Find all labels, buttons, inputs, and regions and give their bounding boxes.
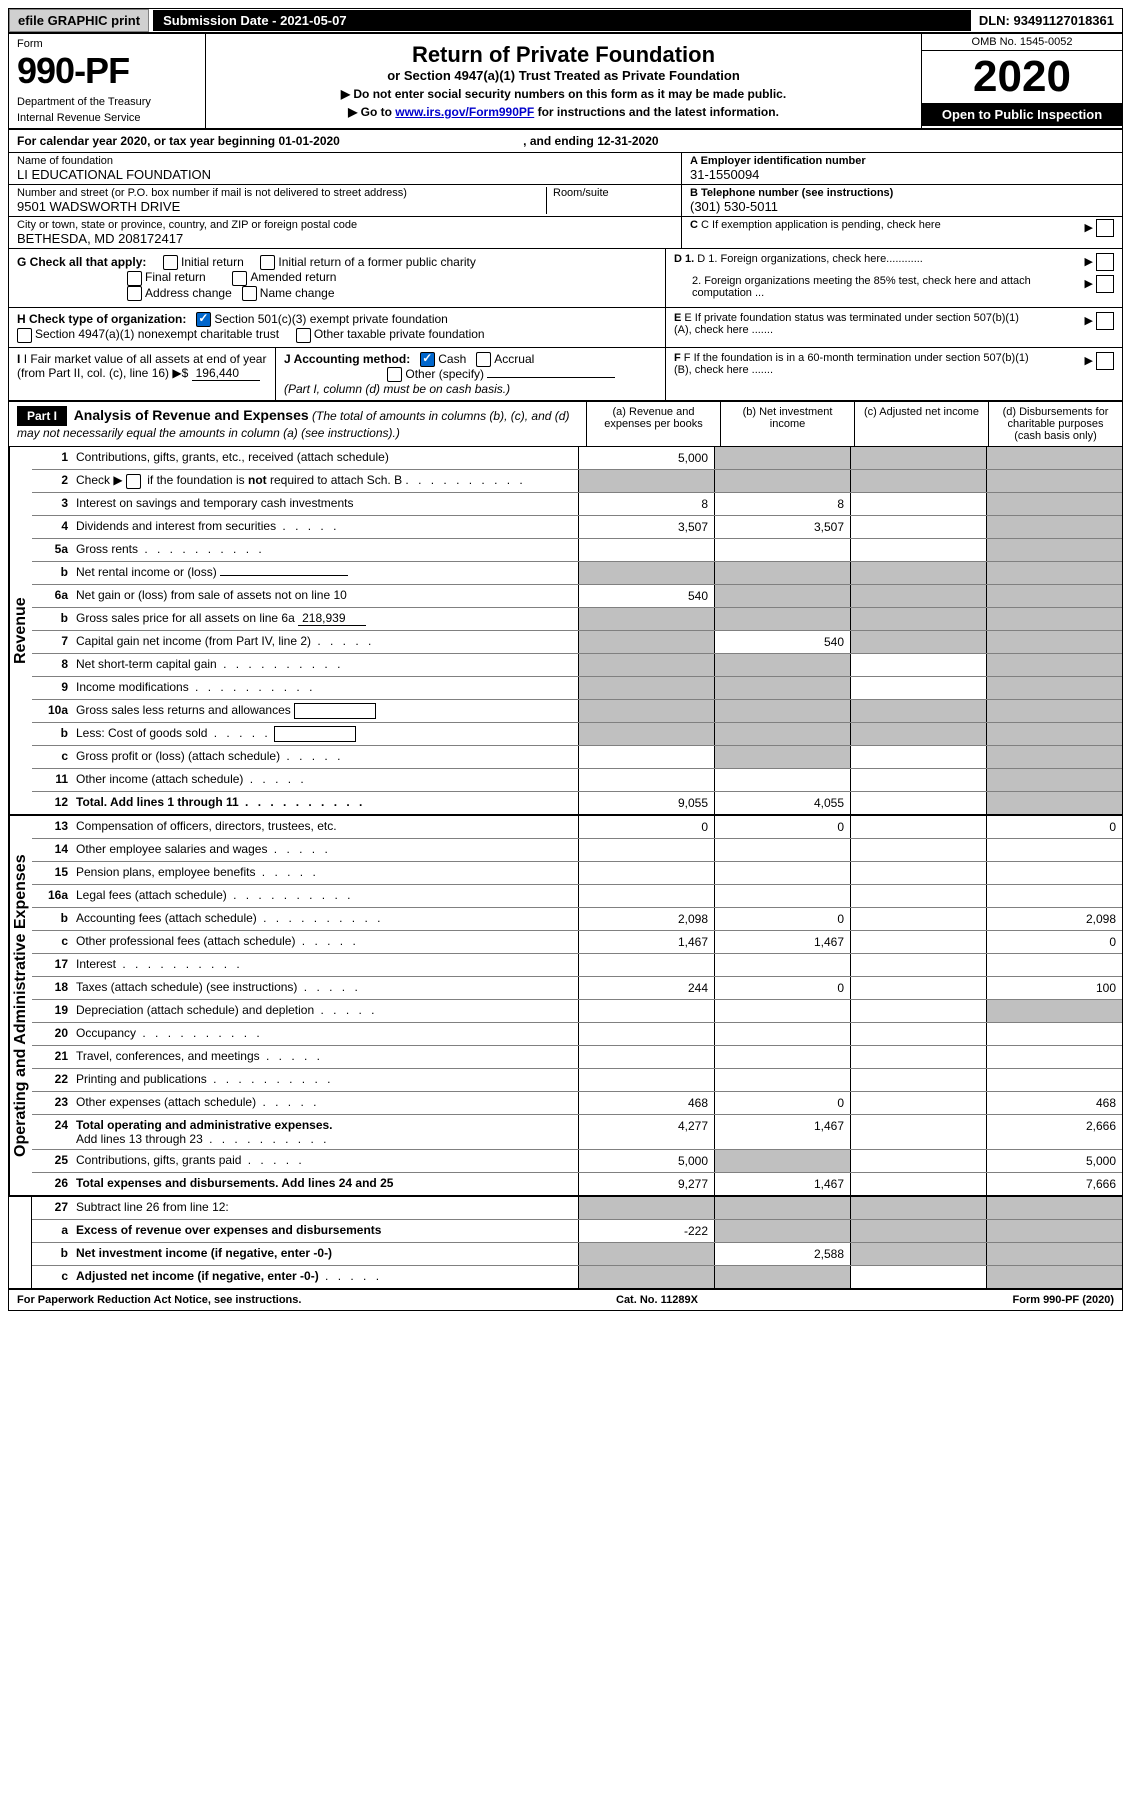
form-label: Form bbox=[17, 38, 197, 50]
j-other-cb[interactable] bbox=[387, 367, 402, 382]
form-990pf: efile GRAPHIC print Submission Date - 20… bbox=[8, 8, 1123, 1311]
h-4947-cb[interactable] bbox=[17, 328, 32, 343]
header-right: OMB No. 1545-0052 2020 Open to Public In… bbox=[921, 34, 1122, 128]
j-accrual-cb[interactable] bbox=[476, 352, 491, 367]
open-public-badge: Open to Public Inspection bbox=[922, 103, 1122, 126]
info-block: Name of foundation LI EDUCATIONAL FOUNDA… bbox=[9, 153, 1122, 249]
dept-treasury: Department of the Treasury bbox=[17, 96, 197, 108]
form-number: 990-PF bbox=[17, 50, 197, 92]
form-subtitle: or Section 4947(a)(1) Trust Treated as P… bbox=[214, 68, 913, 83]
col-d-header: (d) Disbursements for charitable purpose… bbox=[988, 402, 1122, 446]
header-center: Return of Private Foundation or Section … bbox=[206, 34, 921, 128]
d2-checkbox[interactable] bbox=[1096, 275, 1114, 293]
form-title: Return of Private Foundation bbox=[214, 42, 913, 68]
col-b-header: (b) Net investment income bbox=[720, 402, 854, 446]
calendar-year-row: For calendar year 2020, or tax year begi… bbox=[9, 130, 1122, 153]
h-other-cb[interactable] bbox=[296, 328, 311, 343]
room-suite: Room/suite bbox=[546, 187, 673, 214]
phone-cell: B Telephone number (see instructions) (3… bbox=[682, 185, 1122, 217]
address-cell: Number and street (or P.O. box number if… bbox=[9, 185, 681, 217]
e-checkbox[interactable] bbox=[1096, 312, 1114, 330]
ssn-note: ▶ Do not enter social security numbers o… bbox=[214, 87, 913, 101]
footer: For Paperwork Reduction Act Notice, see … bbox=[9, 1290, 1122, 1310]
c-checkbox[interactable] bbox=[1096, 219, 1114, 237]
form-header: Form 990-PF Department of the Treasury I… bbox=[9, 34, 1122, 130]
col-c-header: (c) Adjusted net income bbox=[854, 402, 988, 446]
street-address: 9501 WADSWORTH DRIVE bbox=[17, 199, 546, 214]
city-state-zip: BETHESDA, MD 208172417 bbox=[17, 231, 673, 246]
foundation-name-cell: Name of foundation LI EDUCATIONAL FOUNDA… bbox=[9, 153, 681, 185]
h-row: H Check type of organization: Section 50… bbox=[9, 308, 1122, 348]
final-return-cb[interactable] bbox=[127, 271, 142, 286]
submission-date: Submission Date - 2021-05-07 bbox=[153, 10, 971, 31]
address-change-cb[interactable] bbox=[127, 286, 142, 301]
paperwork-notice: For Paperwork Reduction Act Notice, see … bbox=[17, 1294, 301, 1306]
c-exemption-cell: C C If exemption application is pending,… bbox=[682, 217, 1122, 239]
revenue-section: Revenue 1Contributions, gifts, grants, e… bbox=[9, 447, 1122, 816]
initial-former-cb[interactable] bbox=[260, 255, 275, 270]
tax-year: 2020 bbox=[922, 51, 1122, 103]
dln: DLN: 93491127018361 bbox=[971, 10, 1122, 31]
initial-return-cb[interactable] bbox=[163, 255, 178, 270]
omb-number: OMB No. 1545-0052 bbox=[922, 34, 1122, 51]
line27-section: 27Subtract line 26 from line 12: aExcess… bbox=[9, 1197, 1122, 1290]
info-left: Name of foundation LI EDUCATIONAL FOUNDA… bbox=[9, 153, 681, 248]
cat-no: Cat. No. 11289X bbox=[616, 1294, 698, 1306]
name-change-cb[interactable] bbox=[242, 286, 257, 301]
col-a-header: (a) Revenue and expenses per books bbox=[586, 402, 720, 446]
irs-label: Internal Revenue Service bbox=[17, 112, 197, 124]
g-h-row: G Check all that apply: Initial return I… bbox=[9, 249, 1122, 308]
h-501c3-cb[interactable] bbox=[196, 312, 211, 327]
ein-cell: A Employer identification number 31-1550… bbox=[682, 153, 1122, 185]
header-left: Form 990-PF Department of the Treasury I… bbox=[9, 34, 206, 128]
expenses-side-label: Operating and Administrative Expenses bbox=[9, 816, 32, 1195]
d1-checkbox[interactable] bbox=[1096, 253, 1114, 271]
ein: 31-1550094 bbox=[690, 167, 1114, 182]
expenses-section: Operating and Administrative Expenses 13… bbox=[9, 816, 1122, 1197]
fmv-value: 196,440 bbox=[192, 366, 260, 381]
ij-row: I I Fair market value of all assets at e… bbox=[9, 348, 1122, 403]
revenue-side-label: Revenue bbox=[9, 447, 32, 814]
foundation-name: LI EDUCATIONAL FOUNDATION bbox=[17, 167, 673, 182]
link-note: ▶ Go to www.irs.gov/Form990PF for instru… bbox=[214, 105, 913, 119]
part1-badge: Part I bbox=[17, 406, 67, 426]
form-ref: Form 990-PF (2020) bbox=[1013, 1294, 1115, 1306]
schb-cb[interactable] bbox=[126, 474, 141, 489]
info-right: A Employer identification number 31-1550… bbox=[681, 153, 1122, 248]
j-cash-cb[interactable] bbox=[420, 352, 435, 367]
part1-header-row: Part I Analysis of Revenue and Expenses … bbox=[9, 402, 1122, 447]
g-check-row: G Check all that apply: Initial return I… bbox=[17, 255, 657, 301]
city-cell: City or town, state or province, country… bbox=[9, 217, 681, 248]
f-checkbox[interactable] bbox=[1096, 352, 1114, 370]
phone: (301) 530-5011 bbox=[690, 199, 1114, 214]
top-bar: efile GRAPHIC print Submission Date - 20… bbox=[9, 9, 1122, 34]
irs-link[interactable]: www.irs.gov/Form990PF bbox=[395, 105, 534, 119]
efile-print-button[interactable]: efile GRAPHIC print bbox=[9, 9, 149, 32]
amended-cb[interactable] bbox=[232, 271, 247, 286]
